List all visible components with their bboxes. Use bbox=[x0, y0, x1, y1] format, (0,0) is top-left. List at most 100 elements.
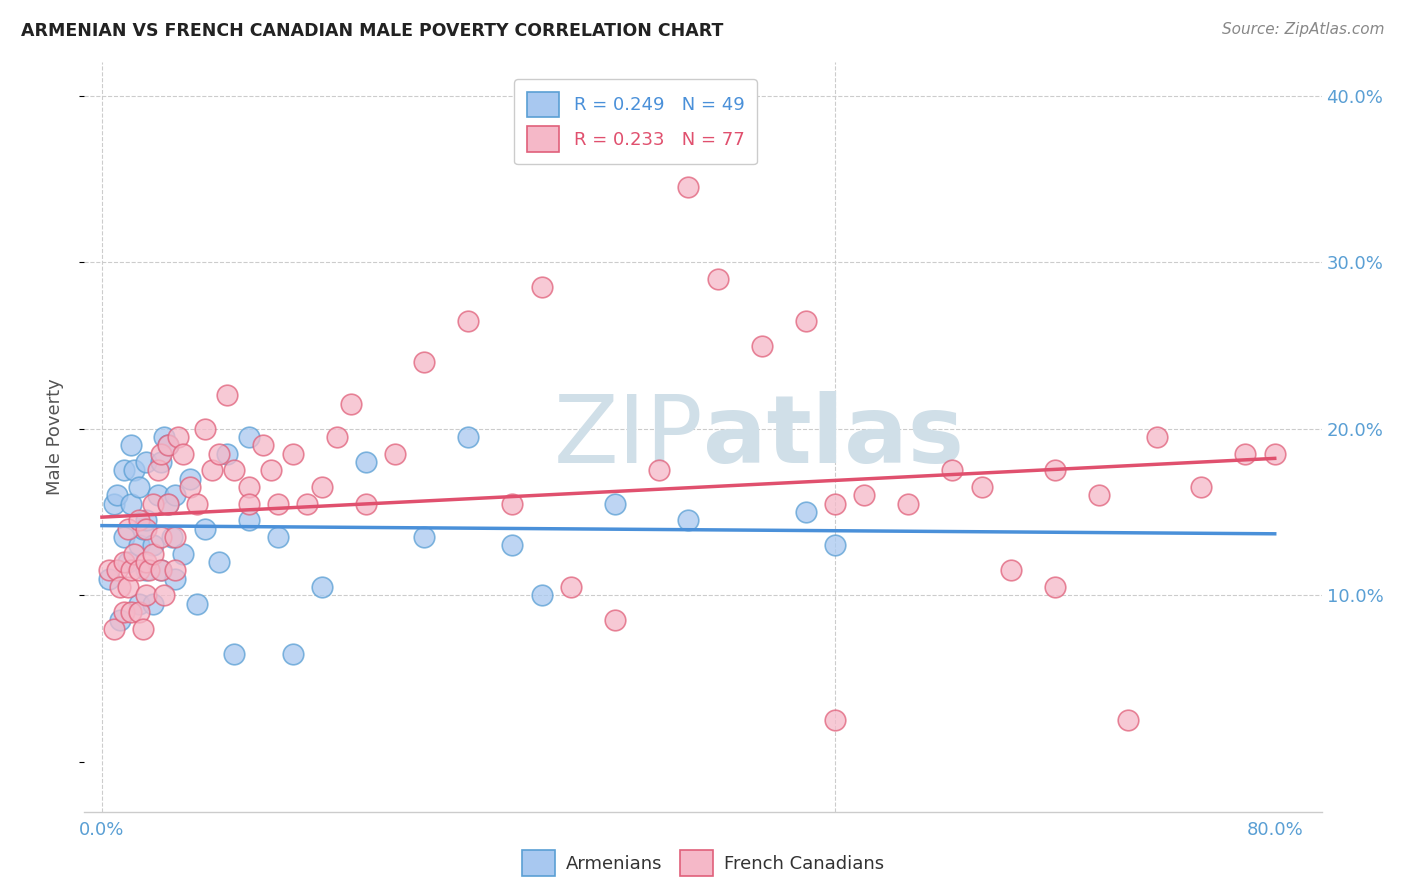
Point bbox=[112, 605, 135, 619]
Point bbox=[146, 463, 169, 477]
Point bbox=[340, 397, 363, 411]
Point bbox=[172, 447, 194, 461]
Point bbox=[193, 422, 215, 436]
Point bbox=[413, 355, 436, 369]
Point bbox=[135, 563, 157, 577]
Point bbox=[112, 530, 135, 544]
Point bbox=[457, 430, 479, 444]
Point bbox=[149, 455, 172, 469]
Point bbox=[267, 530, 290, 544]
Point bbox=[152, 588, 174, 602]
Point bbox=[135, 455, 157, 469]
Point bbox=[186, 497, 208, 511]
Point bbox=[152, 430, 174, 444]
Point bbox=[970, 480, 993, 494]
Point bbox=[149, 447, 172, 461]
Point bbox=[413, 530, 436, 544]
Point bbox=[179, 480, 201, 494]
Point bbox=[824, 497, 846, 511]
Point bbox=[142, 497, 165, 511]
Point bbox=[108, 580, 131, 594]
Point bbox=[146, 488, 169, 502]
Point bbox=[156, 438, 179, 452]
Point bbox=[149, 530, 172, 544]
Point bbox=[794, 313, 817, 327]
Point bbox=[325, 430, 347, 444]
Point bbox=[1043, 580, 1066, 594]
Point bbox=[222, 647, 245, 661]
Point bbox=[120, 563, 142, 577]
Point bbox=[165, 488, 187, 502]
Point bbox=[457, 313, 479, 327]
Point bbox=[108, 613, 131, 627]
Text: Source: ZipAtlas.com: Source: ZipAtlas.com bbox=[1222, 22, 1385, 37]
Point bbox=[1264, 447, 1286, 461]
Point bbox=[117, 522, 139, 536]
Point bbox=[941, 463, 963, 477]
Point bbox=[384, 447, 406, 461]
Point bbox=[105, 563, 128, 577]
Point bbox=[311, 580, 333, 594]
Point bbox=[1088, 488, 1111, 502]
Point bbox=[128, 480, 150, 494]
Point bbox=[156, 497, 179, 511]
Point bbox=[142, 538, 165, 552]
Point bbox=[1234, 447, 1257, 461]
Point bbox=[1191, 480, 1213, 494]
Point bbox=[824, 713, 846, 727]
Point bbox=[162, 530, 184, 544]
Point bbox=[142, 547, 165, 561]
Point bbox=[295, 497, 318, 511]
Point bbox=[149, 563, 172, 577]
Point bbox=[222, 463, 245, 477]
Point bbox=[648, 463, 671, 477]
Point bbox=[311, 480, 333, 494]
Point bbox=[354, 497, 377, 511]
Point bbox=[252, 438, 274, 452]
Point bbox=[132, 622, 155, 636]
Point bbox=[128, 513, 150, 527]
Point bbox=[117, 580, 139, 594]
Point bbox=[128, 563, 150, 577]
Point bbox=[98, 572, 121, 586]
Point bbox=[135, 588, 157, 602]
Point bbox=[122, 547, 145, 561]
Point bbox=[120, 497, 142, 511]
Point bbox=[165, 572, 187, 586]
Point bbox=[172, 547, 194, 561]
Point bbox=[167, 430, 190, 444]
Point bbox=[135, 555, 157, 569]
Point bbox=[267, 497, 290, 511]
Point bbox=[117, 555, 139, 569]
Point bbox=[1043, 463, 1066, 477]
Y-axis label: Male Poverty: Male Poverty bbox=[45, 379, 63, 495]
Point bbox=[281, 647, 304, 661]
Point bbox=[238, 513, 260, 527]
Point bbox=[1000, 563, 1022, 577]
Point bbox=[120, 605, 142, 619]
Point bbox=[201, 463, 224, 477]
Text: ZIP: ZIP bbox=[554, 391, 703, 483]
Point bbox=[208, 555, 231, 569]
Point bbox=[530, 280, 553, 294]
Point bbox=[215, 388, 238, 402]
Legend: Armenians, French Canadians: Armenians, French Canadians bbox=[515, 843, 891, 883]
Point bbox=[501, 497, 523, 511]
Point bbox=[1146, 430, 1168, 444]
Point bbox=[897, 497, 920, 511]
Point bbox=[238, 497, 260, 511]
Point bbox=[853, 488, 876, 502]
Point bbox=[103, 622, 125, 636]
Point bbox=[824, 538, 846, 552]
Point bbox=[794, 505, 817, 519]
Point bbox=[98, 563, 121, 577]
Point bbox=[165, 530, 187, 544]
Point bbox=[186, 597, 208, 611]
Text: ARMENIAN VS FRENCH CANADIAN MALE POVERTY CORRELATION CHART: ARMENIAN VS FRENCH CANADIAN MALE POVERTY… bbox=[21, 22, 724, 40]
Point bbox=[751, 338, 773, 352]
Point bbox=[678, 180, 700, 194]
Point bbox=[156, 438, 179, 452]
Point bbox=[501, 538, 523, 552]
Point bbox=[142, 597, 165, 611]
Point bbox=[678, 513, 700, 527]
